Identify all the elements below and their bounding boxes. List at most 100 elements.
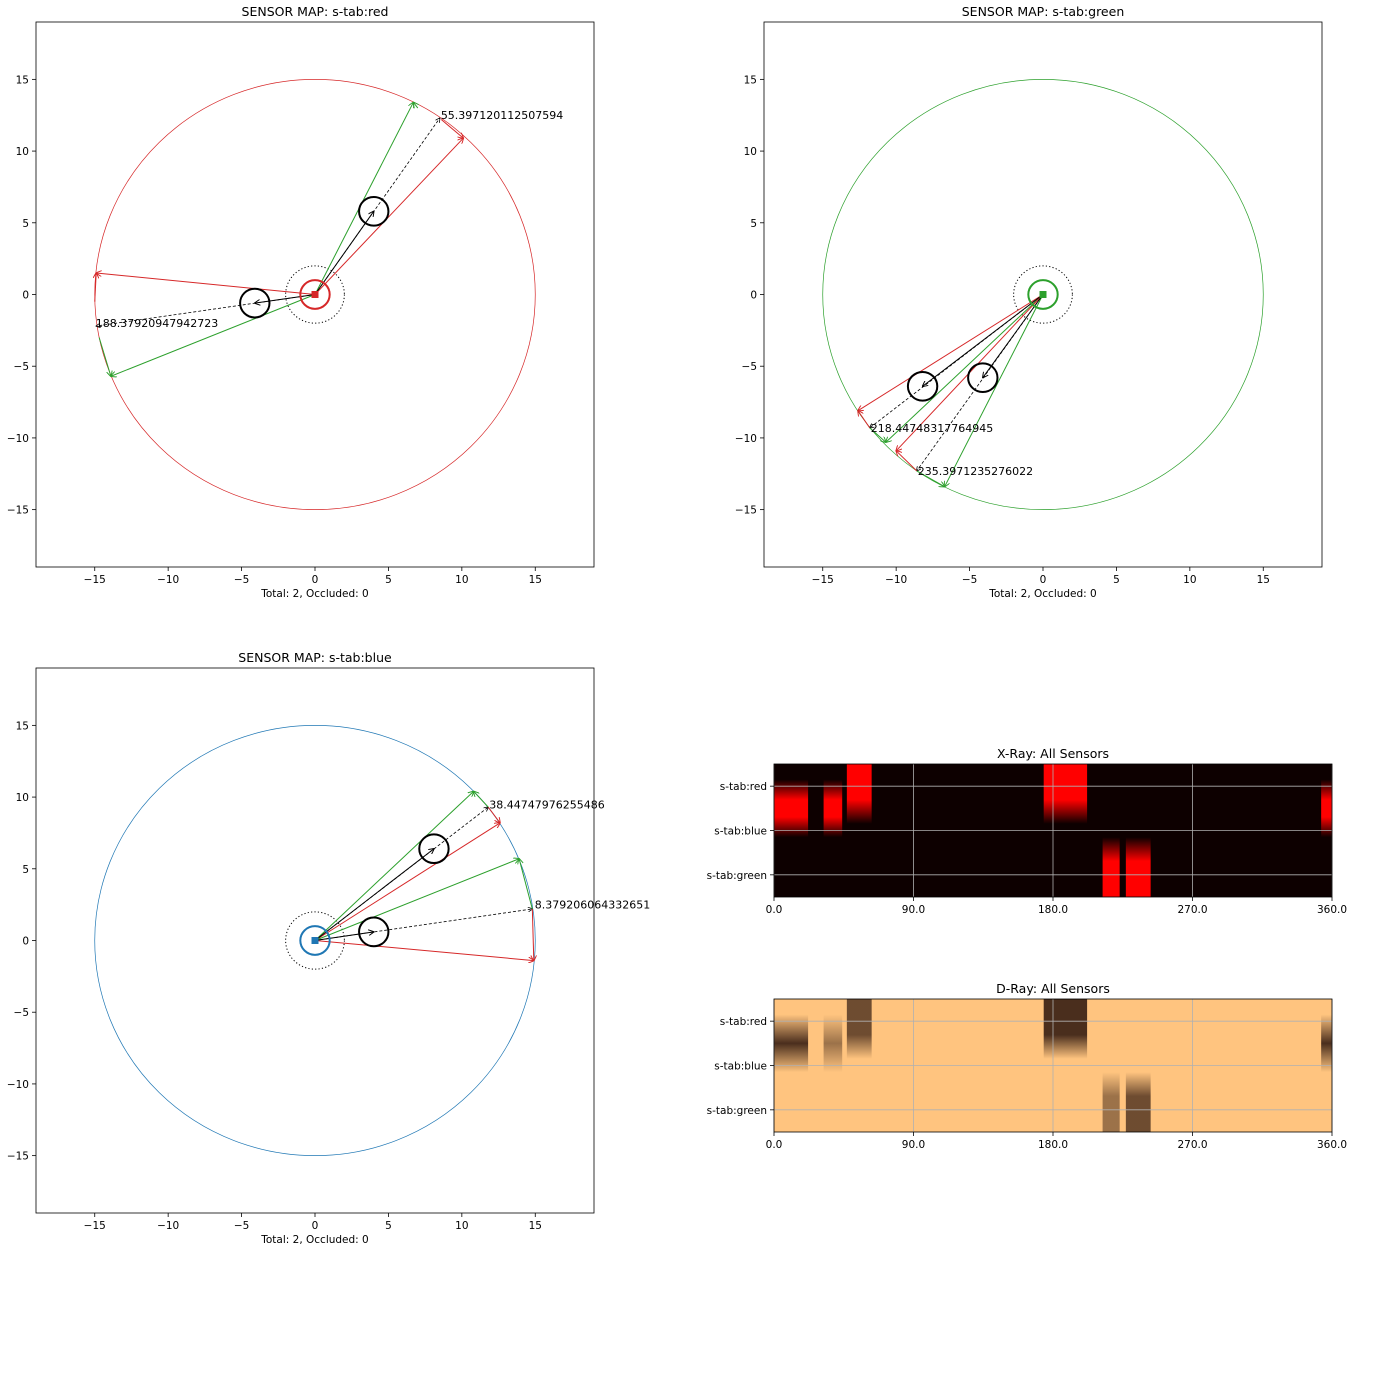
map-red-axes: SENSOR MAP: s-tab:red 55.397120112507594 1… bbox=[7, 4, 595, 600]
chart-title: SENSOR MAP: s-tab:blue bbox=[238, 650, 392, 665]
dray-heatmap: D-Ray: All Sensors s-tab:red s-tab:blue s-t… bbox=[707, 981, 1347, 1151]
bearing-label: 218.44748317764945 bbox=[871, 422, 993, 435]
arc-ray bbox=[532, 908, 533, 961]
y-tick-label: −15 bbox=[7, 505, 29, 517]
target-circle bbox=[358, 916, 390, 948]
arc-ray bbox=[95, 273, 96, 302]
target-ray bbox=[314, 849, 434, 941]
bearing-label: 235.3971235276022 bbox=[918, 465, 1033, 478]
arc-ray bbox=[519, 859, 533, 910]
y-tick-label: 0 bbox=[22, 936, 29, 948]
heatmap-band bbox=[774, 779, 809, 838]
heatmap-band bbox=[846, 764, 872, 824]
target-ray bbox=[314, 211, 374, 295]
heatmap-band bbox=[1043, 764, 1088, 824]
sensor-marker bbox=[311, 291, 319, 298]
arc-ray bbox=[869, 427, 886, 442]
fov-ray bbox=[111, 294, 316, 377]
fov-ray bbox=[858, 294, 1044, 411]
row-label: s-tab:red bbox=[720, 1016, 767, 1028]
x-tick-label: 0.0 bbox=[766, 1139, 783, 1151]
x-axis-label: Total: 2, Occluded: 0 bbox=[988, 588, 1096, 600]
heatmap-band bbox=[1102, 837, 1120, 897]
sensor-circle bbox=[299, 925, 331, 956]
target-circle bbox=[239, 287, 271, 319]
target-ray bbox=[923, 294, 1044, 387]
bearing-label: 55.397120112507594 bbox=[441, 109, 563, 122]
y-tick-label: −5 bbox=[14, 361, 29, 373]
sensor-marker bbox=[311, 937, 319, 944]
y-tick-label: −10 bbox=[7, 433, 29, 445]
x-tick-label: 10 bbox=[455, 1220, 468, 1232]
chart-title: X-Ray: All Sensors bbox=[997, 746, 1109, 761]
x-tick-label: 0.0 bbox=[766, 904, 783, 916]
x-tick-label: 5 bbox=[385, 1220, 392, 1232]
heatmap-band bbox=[823, 779, 843, 838]
x-tick-label: 0 bbox=[1040, 574, 1047, 586]
y-tick-label: −10 bbox=[7, 1079, 29, 1091]
arc-ray bbox=[474, 791, 489, 808]
x-tick-label: 180.0 bbox=[1038, 1139, 1068, 1151]
x-axis-label: Total: 2, Occluded: 0 bbox=[260, 1234, 368, 1246]
range-circle bbox=[822, 79, 1264, 510]
y-tick-label: −10 bbox=[735, 433, 757, 445]
arc-ray bbox=[98, 337, 111, 377]
target-circle bbox=[358, 195, 390, 227]
arc-ray bbox=[896, 451, 918, 472]
target-ray bbox=[314, 932, 374, 941]
x-tick-label: 5 bbox=[385, 574, 392, 586]
y-tick-label: 10 bbox=[16, 792, 29, 804]
heatmap-band bbox=[1321, 779, 1332, 838]
fov-ray bbox=[314, 791, 474, 941]
heatmap-band bbox=[1125, 1072, 1151, 1132]
fov-ray bbox=[314, 138, 463, 295]
y-tick-label: 10 bbox=[744, 146, 757, 158]
chart-title: SENSOR MAP: s-tab:red bbox=[242, 4, 389, 19]
row-label: s-tab:green bbox=[707, 1105, 767, 1117]
target-ray bbox=[983, 294, 1044, 378]
x-tick-label: 90.0 bbox=[902, 904, 925, 916]
sensor-marker bbox=[1039, 291, 1047, 298]
fov-ray bbox=[96, 273, 316, 295]
heatmap-band bbox=[1321, 1014, 1332, 1073]
y-tick-label: 5 bbox=[750, 218, 757, 230]
fov-ray bbox=[945, 294, 1044, 487]
x-tick-label: −15 bbox=[84, 1220, 106, 1232]
x-tick-label: −5 bbox=[962, 574, 977, 586]
arc-ray bbox=[487, 806, 500, 823]
y-tick-label: 10 bbox=[16, 146, 29, 158]
arc-ray bbox=[440, 119, 463, 139]
heatmap-band bbox=[1125, 837, 1151, 897]
y-tick-label: −5 bbox=[14, 1007, 29, 1019]
y-tick-label: 15 bbox=[744, 74, 757, 86]
target-ray bbox=[255, 294, 316, 304]
x-tick-label: −15 bbox=[812, 574, 834, 586]
fov-ray bbox=[314, 102, 413, 295]
x-tick-label: −5 bbox=[234, 1220, 249, 1232]
y-tick-label: 15 bbox=[16, 74, 29, 86]
bearing-label: 8.379206064332651 bbox=[535, 899, 650, 912]
row-label: s-tab:blue bbox=[714, 826, 767, 838]
y-tick-label: 5 bbox=[22, 864, 29, 876]
y-tick-label: 0 bbox=[22, 290, 29, 302]
x-tick-label: 0 bbox=[312, 574, 319, 586]
chart-title: D-Ray: All Sensors bbox=[996, 981, 1110, 996]
x-tick-label: 15 bbox=[529, 1220, 542, 1232]
chart-title: SENSOR MAP: s-tab:green bbox=[962, 4, 1125, 19]
y-tick-label: 15 bbox=[16, 720, 29, 732]
target-circle bbox=[906, 370, 939, 402]
arc-ray bbox=[916, 470, 945, 487]
heatmap-band bbox=[1102, 1072, 1120, 1132]
x-tick-label: 360.0 bbox=[1317, 904, 1347, 916]
x-tick-label: 270.0 bbox=[1177, 904, 1207, 916]
sensor-circle bbox=[299, 279, 331, 310]
x-tick-label: −10 bbox=[157, 574, 179, 586]
map-blue-axes: SENSOR MAP: s-tab:blue 38.44747976255486 8… bbox=[7, 650, 650, 1246]
x-tick-label: 15 bbox=[529, 574, 542, 586]
arc-ray bbox=[858, 411, 871, 429]
heatmap-band bbox=[1043, 999, 1088, 1059]
sensor-circle bbox=[1027, 279, 1059, 310]
fov-ray bbox=[886, 294, 1044, 443]
bearing-label: 38.44747976255486 bbox=[489, 798, 604, 811]
